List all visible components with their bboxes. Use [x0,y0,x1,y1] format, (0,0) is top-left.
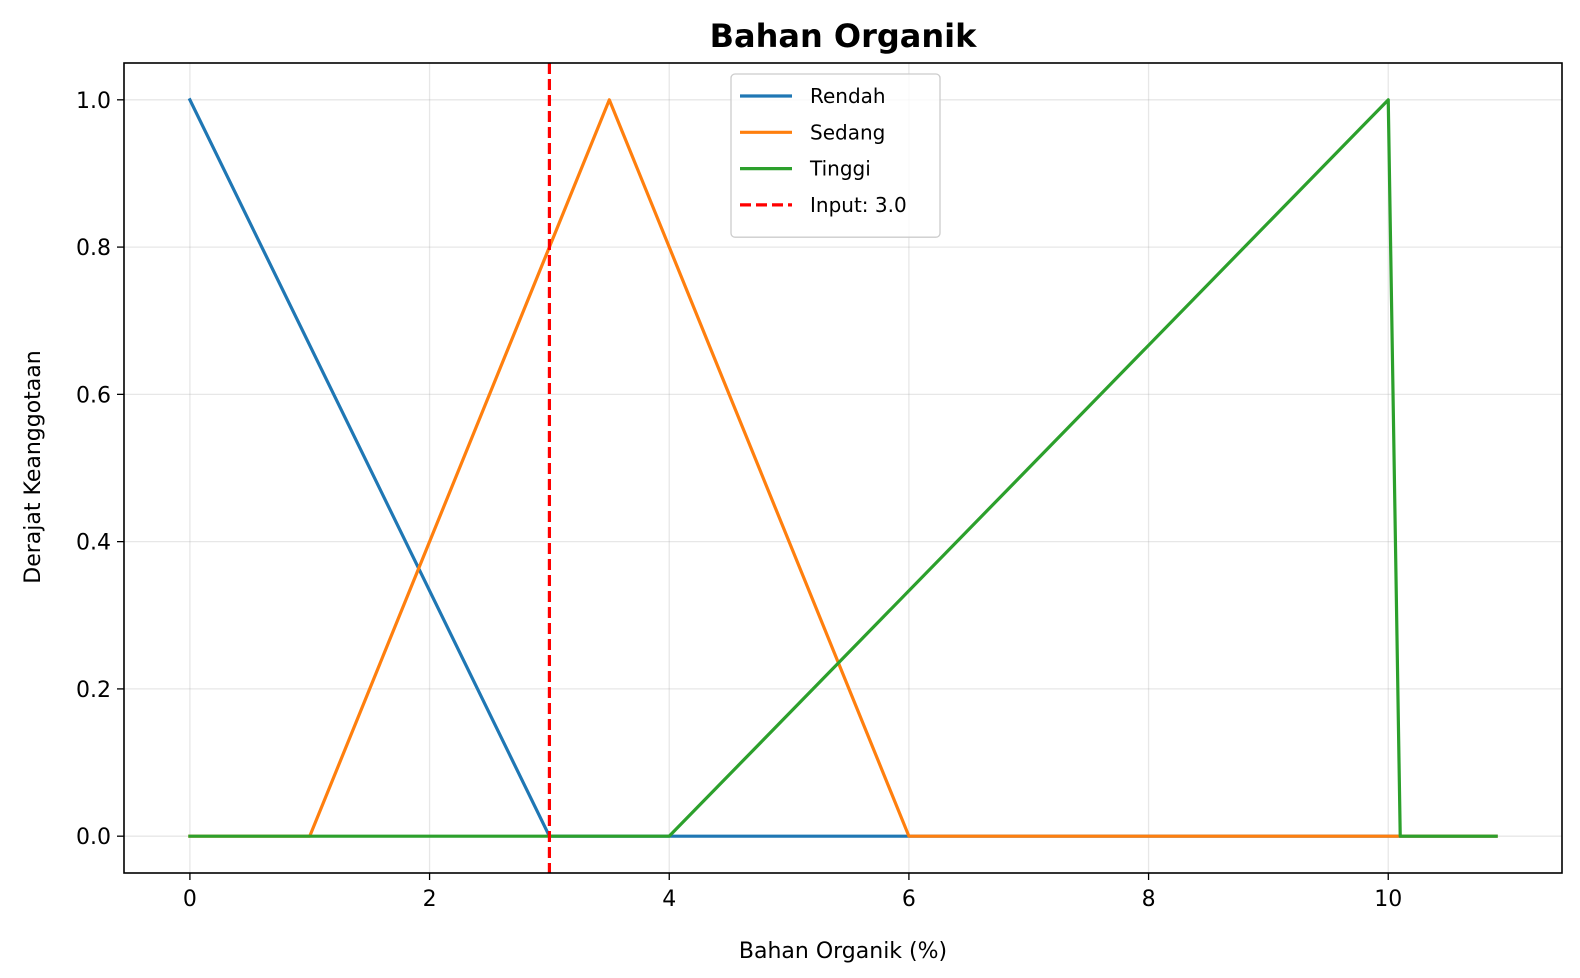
x-tick-label: 4 [662,887,676,912]
legend: Rendah Sedang Tinggi Input: 3.0 [730,73,941,238]
x-axis-label: Bahan Organik (%) [739,939,947,964]
legend-label: Input: 3.0 [810,193,907,217]
y-tick-label: 0.6 [76,383,111,408]
plot-frame [123,62,1563,874]
x-tick-label: 0 [183,887,197,912]
legend-box [730,73,941,238]
series-layer [187,63,1498,873]
y-tick-label: 0.2 [76,678,111,703]
y-axis-label: Derajat Keanggotaan [21,350,46,583]
legend-label: Sedang [810,120,885,144]
legend-label: Tinggi [809,157,871,181]
legend-label: Rendah [810,84,886,108]
x-tick-label: 8 [1142,887,1156,912]
x-tick-label: 2 [423,887,437,912]
y-tick-label: 0.8 [76,236,111,261]
x-tick-label: 10 [1374,887,1402,912]
series-line-tinggi [188,98,1498,838]
chart-title: Bahan Organik [710,17,978,55]
y-tick-label: 0.4 [76,531,111,556]
tick-layer: 0 2 4 6 8 10 0.0 0.2 0.4 0.6 0.8 1.0 [76,89,1402,912]
x-tick-label: 6 [902,887,916,912]
y-tick-label: 1.0 [76,89,111,114]
y-tick-label: 0.0 [76,825,111,850]
